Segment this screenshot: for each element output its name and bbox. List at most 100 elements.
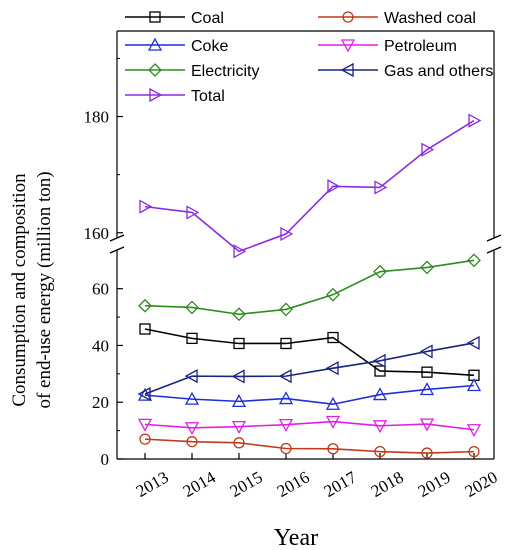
y-tick-label: 160 [84, 224, 110, 243]
data-point-petroleum [231, 420, 247, 435]
data-point-coal [233, 337, 245, 350]
series-line-coal [144, 328, 475, 377]
data-point-coal [374, 365, 386, 377]
data-point-washed-coal [280, 442, 292, 455]
data-point-electricity [373, 264, 387, 279]
data-point-washed-coal [186, 436, 198, 448]
data-point-coal [139, 323, 151, 335]
legend-marker [340, 39, 356, 53]
series-petroleum [137, 415, 482, 438]
data-point-coal [327, 331, 339, 344]
series-electricity [138, 253, 481, 322]
x-tick-label: 2018 [368, 468, 407, 501]
data-point-total [186, 205, 200, 220]
data-point-electricity [185, 300, 199, 315]
legend-item-total: Total [125, 87, 225, 105]
data-point-electricity [232, 307, 246, 322]
data-point-total [280, 226, 294, 242]
data-point-coke [278, 391, 294, 405]
data-point-total [468, 113, 482, 128]
data-point-electricity [138, 298, 152, 313]
data-point-gas-and-others [137, 386, 151, 402]
series-line-petroleum [144, 420, 475, 431]
x-tick-label: 2014 [180, 467, 219, 501]
frame-right-break-top [486, 234, 502, 242]
data-point-coal [186, 332, 198, 345]
legend-marker [149, 11, 161, 23]
y-axis-title-line2: of end-use energy (million ton) [34, 171, 55, 408]
series-line-total [144, 119, 475, 253]
data-point-coke [325, 396, 341, 410]
legend-label: Coal [191, 10, 224, 27]
data-point-coke [231, 394, 247, 408]
series-line-gas-and-others [144, 342, 475, 395]
y-tick-label: 40 [92, 336, 109, 355]
data-point-petroleum [466, 424, 482, 438]
data-point-petroleum [278, 419, 294, 433]
data-point-total [139, 199, 153, 214]
legend-item-coal: Coal [125, 10, 224, 27]
data-point-coke [372, 387, 388, 401]
legend-item-gas-and-others: Gas and others [318, 62, 493, 80]
data-point-electricity [326, 287, 340, 302]
data-point-washed-coal [421, 447, 433, 459]
data-point-gas-and-others [466, 335, 480, 351]
data-point-total [233, 244, 247, 259]
series-coal [139, 323, 480, 381]
data-point-electricity [279, 302, 293, 317]
legend-marker [147, 37, 163, 51]
data-point-electricity [467, 253, 481, 268]
legend-label: Total [191, 88, 225, 105]
legend-label: Petroleum [384, 38, 457, 55]
data-point-washed-coal [374, 445, 386, 458]
frame-right-break-bottom [486, 246, 502, 254]
legend-marker [342, 11, 354, 23]
legend-label: Electricity [191, 63, 259, 80]
legend-item-petroleum: Petroleum [318, 38, 457, 55]
data-point-washed-coal [139, 433, 151, 445]
series-coke [137, 378, 482, 410]
data-point-gas-and-others [184, 369, 198, 384]
data-point-coal [280, 337, 292, 350]
x-tick-label: 2013 [133, 468, 172, 501]
legend-item-coke: Coke [125, 37, 228, 55]
data-point-coke [466, 378, 482, 392]
data-point-total [421, 142, 435, 157]
y-tick-label: 0 [101, 450, 110, 469]
data-point-petroleum [325, 415, 341, 429]
y-axis-title-line1: Consumption and composition [9, 173, 30, 407]
series-layer [137, 113, 482, 459]
data-point-electricity [420, 260, 434, 275]
data-point-total [374, 180, 388, 195]
y-tick-label: 20 [92, 393, 109, 412]
x-tick-label: 2016 [274, 468, 313, 501]
legend-marker [340, 62, 354, 78]
data-point-gas-and-others [419, 344, 433, 359]
legend-marker [148, 63, 162, 77]
y-axis-break-top [109, 234, 125, 242]
data-point-gas-and-others [278, 369, 292, 384]
data-point-gas-and-others [372, 353, 386, 368]
series-total [139, 113, 482, 259]
data-point-coal [421, 366, 433, 378]
series-line-electricity [144, 259, 475, 316]
y-tick-label: 180 [84, 108, 110, 127]
data-point-coke [184, 391, 200, 405]
data-point-washed-coal [468, 445, 480, 458]
legend-label: Gas and others [384, 63, 493, 80]
legend-marker [149, 87, 163, 103]
legend: Coal Washed coal Coke Petroleum Electricity G… [125, 10, 493, 105]
x-tick-label: 2020 [462, 468, 501, 501]
data-point-total [327, 179, 341, 194]
legend-item-electricity: Electricity [125, 63, 259, 80]
legend-item-washed-coal: Washed coal [318, 10, 476, 27]
series-gas-and-others [137, 335, 480, 402]
y-tick-label: 60 [92, 280, 109, 299]
x-axis-title: Year [274, 525, 318, 550]
data-point-petroleum [184, 422, 200, 436]
x-tick-label: 2015 [227, 468, 266, 501]
series-line-coke [144, 384, 475, 406]
data-point-washed-coal [233, 437, 245, 449]
data-point-petroleum [137, 418, 153, 432]
series-line-washed-coal [144, 438, 475, 454]
